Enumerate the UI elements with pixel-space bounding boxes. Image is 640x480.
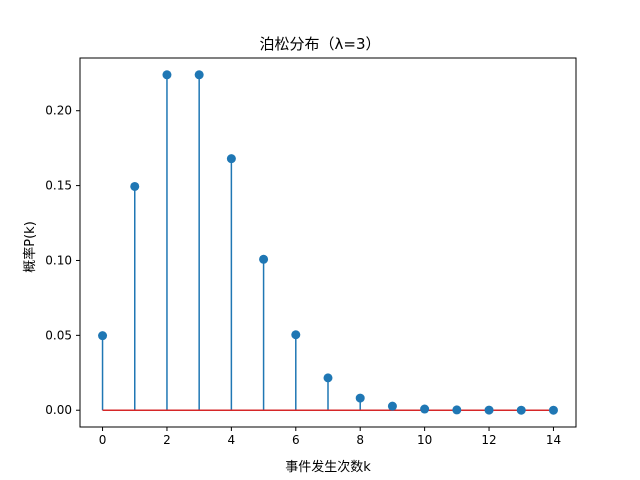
x-tick-label: 14: [546, 433, 561, 447]
data-point: [130, 181, 140, 191]
x-axis-label: 事件发生次数k: [285, 459, 371, 475]
data-point: [162, 70, 172, 80]
x-tick-label: 0: [99, 433, 107, 447]
data-point: [452, 405, 462, 415]
data-point: [420, 404, 430, 414]
data-point: [259, 254, 269, 264]
data-point: [484, 405, 494, 415]
y-tick-label: 0.20: [45, 104, 72, 118]
data-point: [548, 405, 558, 415]
y-axis-label: 概率P(k): [22, 221, 38, 273]
y-tick-label: 0.10: [45, 253, 72, 267]
chart-title: 泊松分布（λ=3）: [260, 35, 381, 53]
x-tick-label: 10: [417, 433, 432, 447]
plot-frame: [79, 57, 577, 428]
x-tick-label: 12: [481, 433, 496, 447]
data-point: [355, 393, 365, 403]
y-tick-label: 0.00: [45, 403, 72, 417]
data-point: [291, 330, 301, 340]
x-tick-label: 4: [228, 433, 236, 447]
data-point: [226, 154, 236, 164]
data-point: [194, 70, 204, 80]
y-tick-label: 0.05: [45, 328, 72, 342]
plot-area: 0 2 4 6 8 10 12 14 0.00 0.05 0.10 0.15 0.20: [45, 57, 577, 447]
x-tick-label: 6: [292, 433, 300, 447]
data-point: [387, 401, 397, 411]
data-point: [98, 331, 108, 341]
x-tick-label: 8: [356, 433, 364, 447]
data-point: [323, 373, 333, 383]
data-point: [516, 405, 526, 415]
y-tick-label: 0.15: [45, 179, 72, 193]
x-tick-label: 2: [163, 433, 171, 447]
